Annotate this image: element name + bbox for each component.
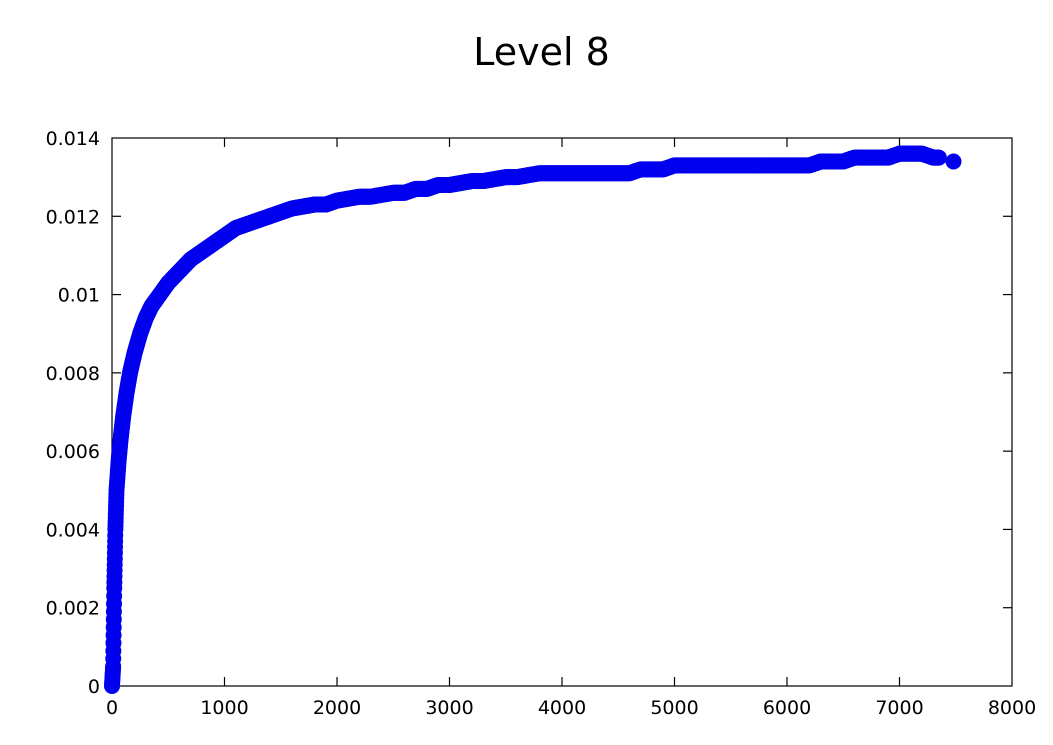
- x-tick-label: 8000: [988, 697, 1036, 719]
- x-tick-label: 3000: [425, 697, 473, 719]
- y-tick-label: 0.004: [46, 519, 100, 541]
- x-tick-label: 2000: [313, 697, 361, 719]
- y-tick-label: 0.012: [46, 206, 100, 228]
- data-point: [945, 153, 962, 170]
- chart-title: Level 8: [473, 30, 610, 74]
- y-tick-label: 0: [88, 676, 100, 698]
- y-tick-label: 0.008: [46, 363, 100, 385]
- y-tick-label: 0.006: [46, 441, 100, 463]
- x-tick-label: 6000: [763, 697, 811, 719]
- y-tick-label: 0.014: [46, 128, 100, 150]
- axis-ticks: 0 1000 2000 3000 4000 5000 6000 7000 8000 0 0.002 0…: [46, 128, 1037, 719]
- x-tick-label: 7000: [875, 697, 923, 719]
- x-tick-label: 0: [106, 697, 118, 719]
- data-point: [930, 149, 947, 166]
- x-tick-label: 1000: [200, 697, 248, 719]
- y-tick-label: 0.002: [46, 598, 100, 620]
- x-tick-label: 4000: [538, 697, 586, 719]
- y-tick-label: 0.01: [58, 285, 100, 307]
- x-tick-label: 5000: [650, 697, 698, 719]
- data-points: [104, 145, 962, 694]
